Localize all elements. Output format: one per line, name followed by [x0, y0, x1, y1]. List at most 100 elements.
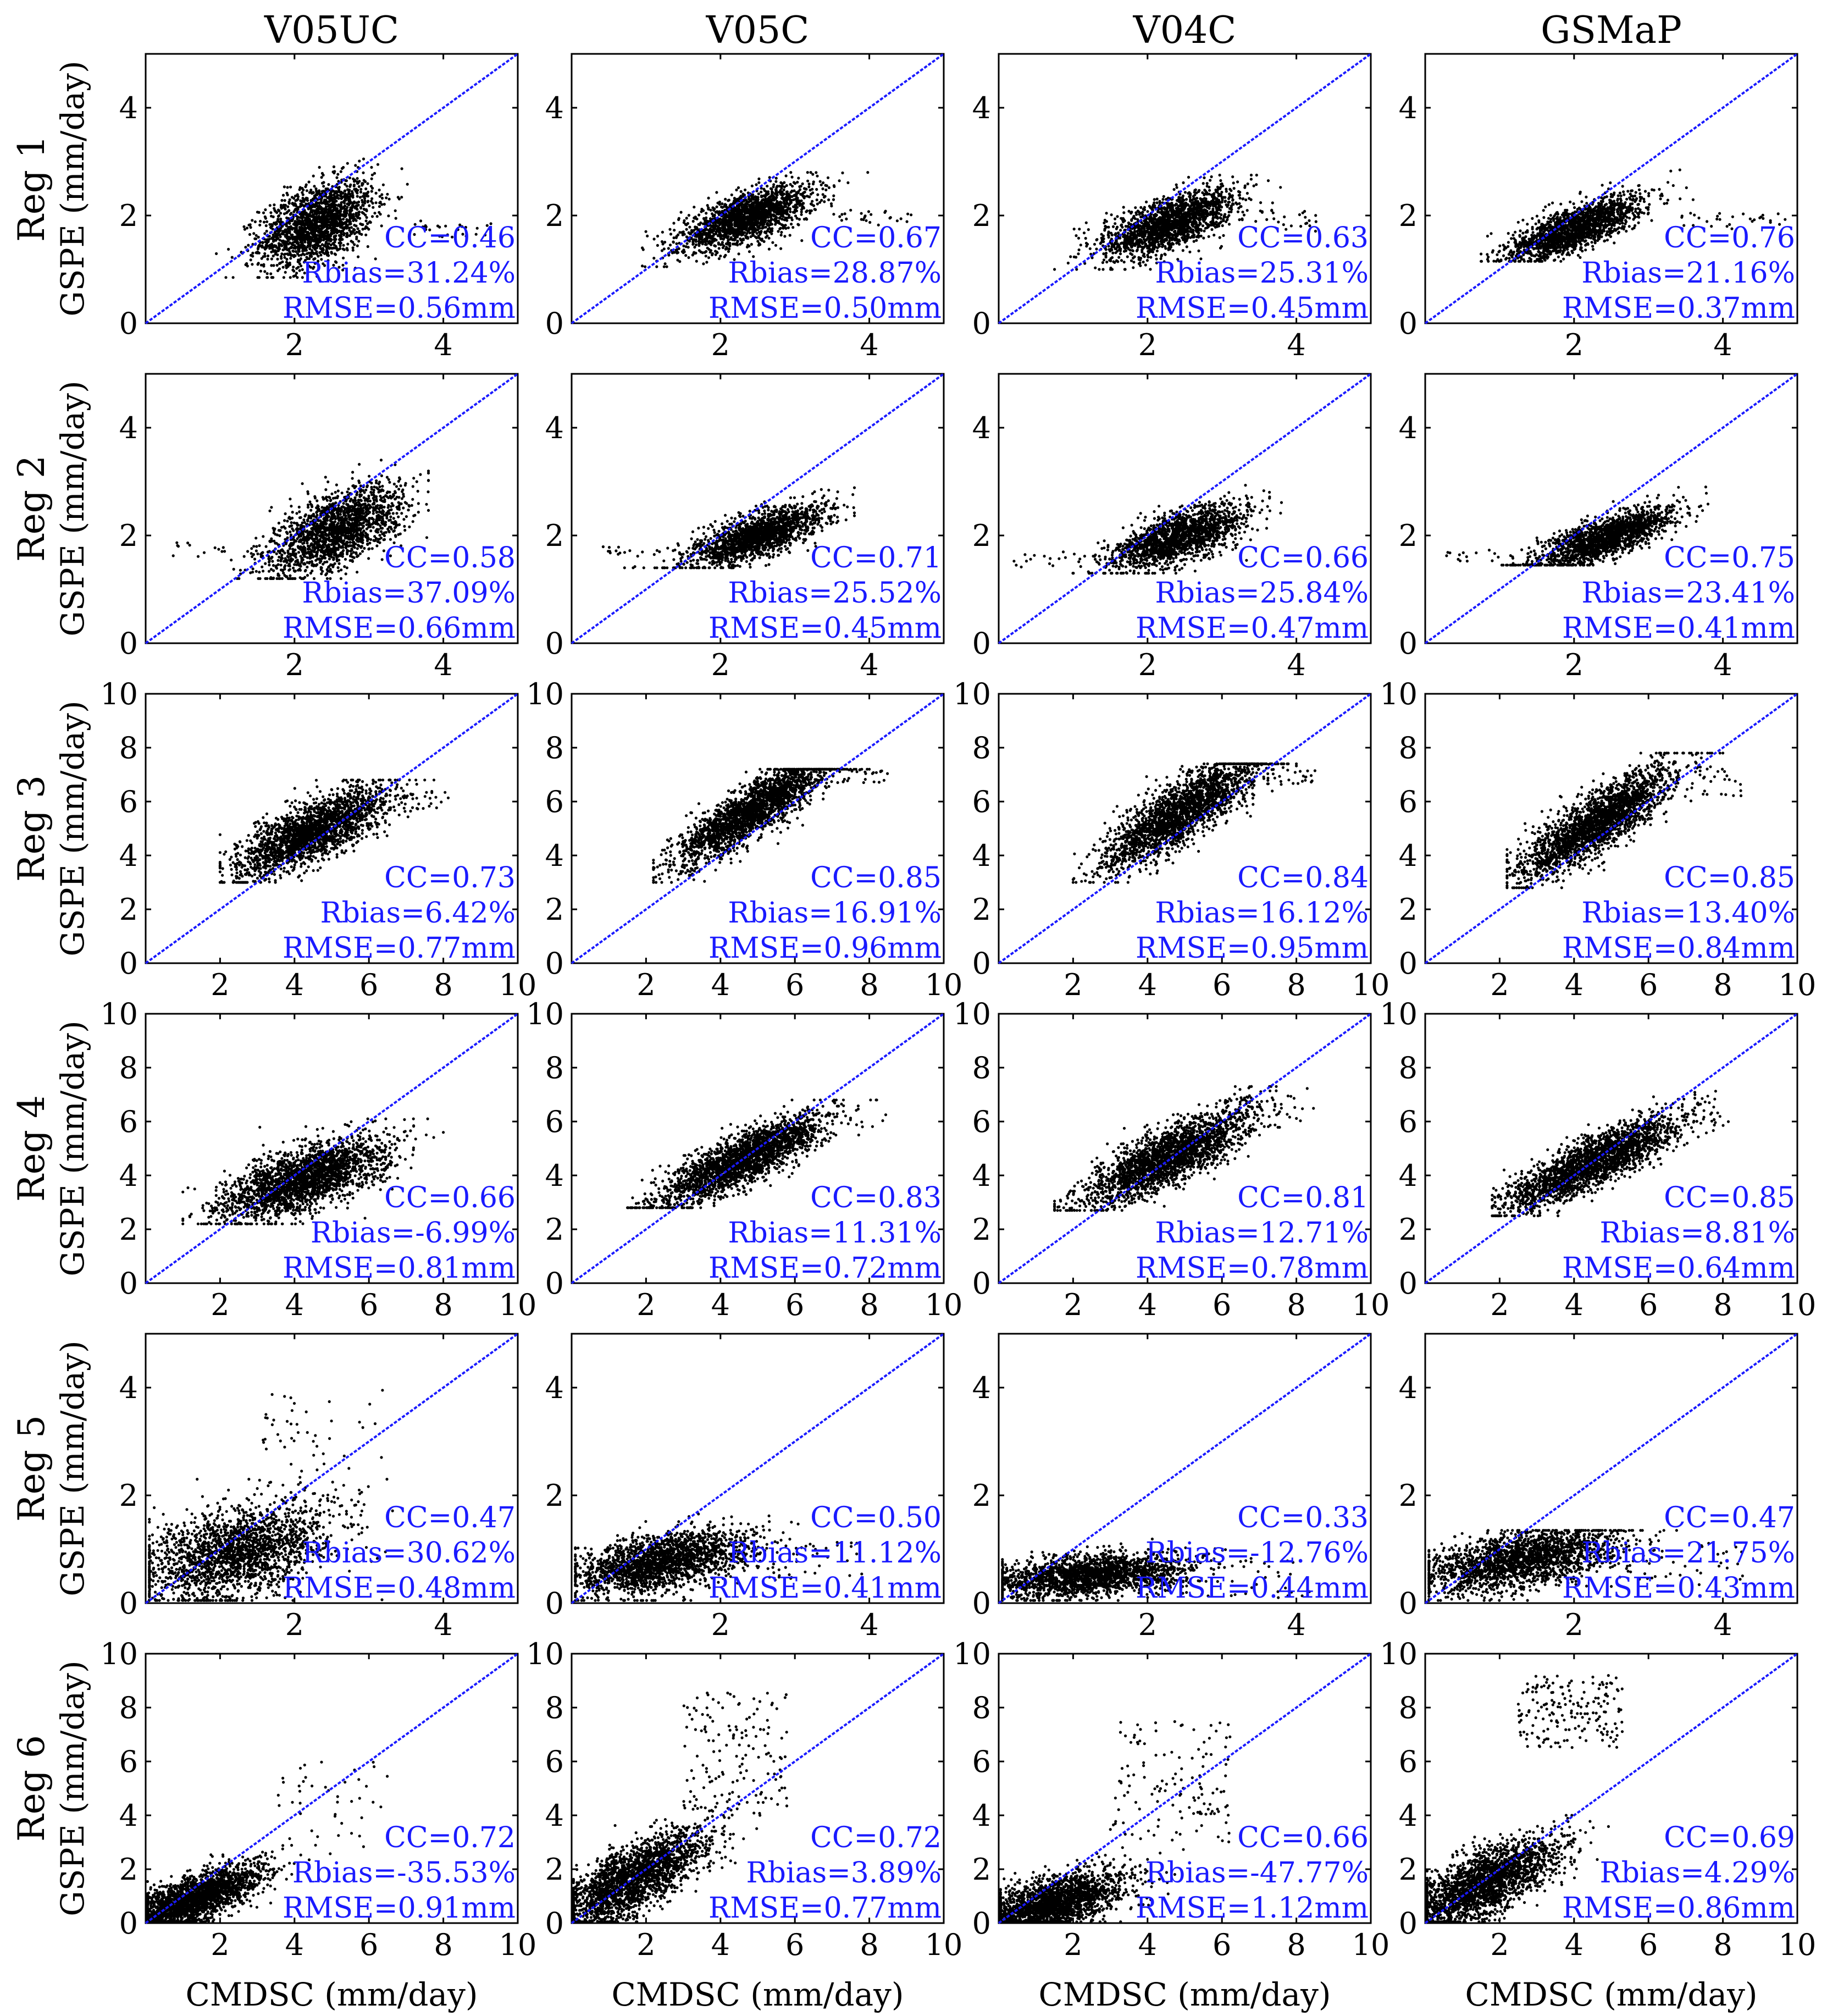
scatter-points [572, 1691, 789, 1924]
y-tick-label: 10 [953, 997, 991, 1031]
y-tick-label: 0 [972, 946, 991, 981]
rmse-stat: RMSE=0.66mm [283, 612, 516, 645]
x-tick-label: 6 [1213, 1927, 1231, 1962]
y-tick-label: 6 [972, 1744, 991, 1779]
scatter-points [146, 1760, 389, 1924]
y-tick-label: 6 [1399, 1104, 1418, 1139]
y-tick-label: 2 [972, 1852, 991, 1887]
x-tick-label: 4 [1713, 648, 1732, 682]
y-tick-label: 8 [1399, 1691, 1418, 1725]
y-tick-label: 0 [545, 1586, 564, 1621]
scatter-panel: 0 2 4 6 8 10 2 4 6 8 10 CC=0.66Rbias=-6.99%RMSE=0.8… [100, 997, 536, 1322]
one-to-one-line [998, 1013, 1372, 1284]
y-tick-label: 6 [119, 1744, 138, 1779]
axes-frame [571, 1333, 945, 1604]
x-tick-label: 2 [1064, 1288, 1082, 1322]
cc-stat: CC=0.58 [384, 542, 516, 575]
x-tick-label: 10 [925, 1288, 963, 1322]
y-tick-label: 0 [1399, 946, 1418, 981]
cc-stat: CC=0.47 [384, 1501, 516, 1534]
x-tick-label: 2 [1565, 1608, 1584, 1642]
axes-frame [998, 53, 1372, 324]
x-tick-label: 6 [1639, 1288, 1658, 1322]
cc-stat: CC=0.46 [384, 222, 516, 255]
y-tick-label: 8 [972, 731, 991, 765]
cc-stat: CC=0.69 [1664, 1821, 1795, 1854]
scatter-points [1480, 168, 1787, 263]
x-tick-label: 2 [211, 968, 229, 1002]
y-tick-label: 10 [100, 997, 138, 1031]
scatter-point-cloud [1071, 762, 1316, 884]
axes-frame [1424, 1333, 1798, 1604]
x-tick-label: 6 [1639, 968, 1658, 1002]
x-tick-label: 10 [499, 1288, 537, 1322]
y-tick-label: 0 [119, 1586, 138, 1621]
cc-stat: CC=0.76 [1664, 222, 1795, 255]
rbias-stat: Rbias=28.87% [728, 257, 942, 290]
x-tick-label: 8 [860, 1288, 878, 1322]
y-tick-label: 2 [545, 892, 564, 927]
x-tick-label: 8 [860, 1927, 878, 1962]
y-tick-label: 2 [545, 1212, 564, 1247]
cc-stat: CC=0.73 [384, 861, 516, 894]
x-tick-label: 4 [1713, 328, 1732, 362]
y-tick-label: 2 [119, 1478, 138, 1513]
cc-stat: CC=0.33 [1237, 1501, 1369, 1534]
y-tick-label: 0 [1399, 1266, 1418, 1301]
y-tick-label: 2 [119, 198, 138, 233]
x-tick-label: 2 [1138, 648, 1157, 682]
y-tick-label: 4 [1399, 1371, 1418, 1405]
rbias-stat: Rbias=4.29% [1599, 1857, 1795, 1890]
x-tick-label: 2 [636, 1288, 655, 1322]
cc-stat: CC=0.72 [810, 1821, 942, 1854]
scatter-points [1012, 483, 1283, 575]
cc-stat: CC=0.63 [1237, 222, 1369, 255]
scatter-panel: 0 2 4 6 8 10 2 4 6 8 10 CC=0.85Rbias=16.91%RMSE=0.9… [526, 677, 962, 1002]
cc-stat: CC=0.66 [1237, 542, 1369, 575]
x-tick-label: 4 [711, 968, 730, 1002]
column-title: V05C [706, 9, 810, 52]
scatter-point-cloud [625, 1098, 888, 1209]
row-label: Reg 5 [10, 1415, 53, 1522]
x-tick-label: 2 [1490, 1927, 1509, 1962]
rbias-stat: Rbias=21.16% [1581, 257, 1795, 290]
y-tick-label: 6 [545, 1744, 564, 1779]
cc-stat: CC=0.71 [810, 542, 942, 575]
x-tick-label: 4 [1138, 968, 1157, 1002]
row-label: Reg 4 [10, 1095, 53, 1202]
x-tick-label: 8 [1713, 968, 1732, 1002]
y-tick-label: 6 [1399, 1744, 1418, 1779]
cc-stat: CC=0.81 [1237, 1181, 1369, 1214]
x-tick-label: 6 [785, 1927, 804, 1962]
axes-frame [998, 1333, 1372, 1604]
cc-stat: CC=0.75 [1664, 542, 1795, 575]
column-title: GSMaP [1541, 9, 1682, 52]
y-tick-label: 4 [972, 1798, 991, 1833]
scatter-point-cloud [1445, 485, 1710, 567]
y-tick-label: 10 [100, 677, 138, 711]
scatter-points [625, 1098, 888, 1209]
y-tick-label: 8 [545, 1051, 564, 1085]
rmse-stat: RMSE=0.78mm [1136, 1252, 1369, 1285]
rbias-stat: Rbias=25.84% [1155, 577, 1369, 610]
x-tick-label: 4 [1565, 968, 1584, 1002]
x-tick-label: 2 [1138, 328, 1157, 362]
cc-stat: CC=0.50 [810, 1501, 942, 1534]
y-axis-label: GSPE (mm/day) [54, 380, 91, 636]
y-axis-label: GSPE (mm/day) [54, 60, 91, 316]
y-tick-label: 0 [119, 1906, 138, 1941]
x-axis-label: CMDSC (mm/day) [1038, 1976, 1331, 2013]
scatter-points [218, 778, 450, 884]
y-tick-label: 4 [972, 1158, 991, 1193]
y-tick-label: 2 [1399, 892, 1418, 927]
x-tick-label: 2 [636, 968, 655, 1002]
x-tick-label: 2 [1064, 968, 1082, 1002]
rbias-stat: Rbias=21.75% [1581, 1537, 1795, 1570]
cc-stat: CC=0.72 [384, 1821, 516, 1854]
x-tick-label: 4 [285, 968, 304, 1002]
one-to-one-line [1424, 1013, 1798, 1284]
x-tick-label: 2 [1138, 1608, 1157, 1642]
